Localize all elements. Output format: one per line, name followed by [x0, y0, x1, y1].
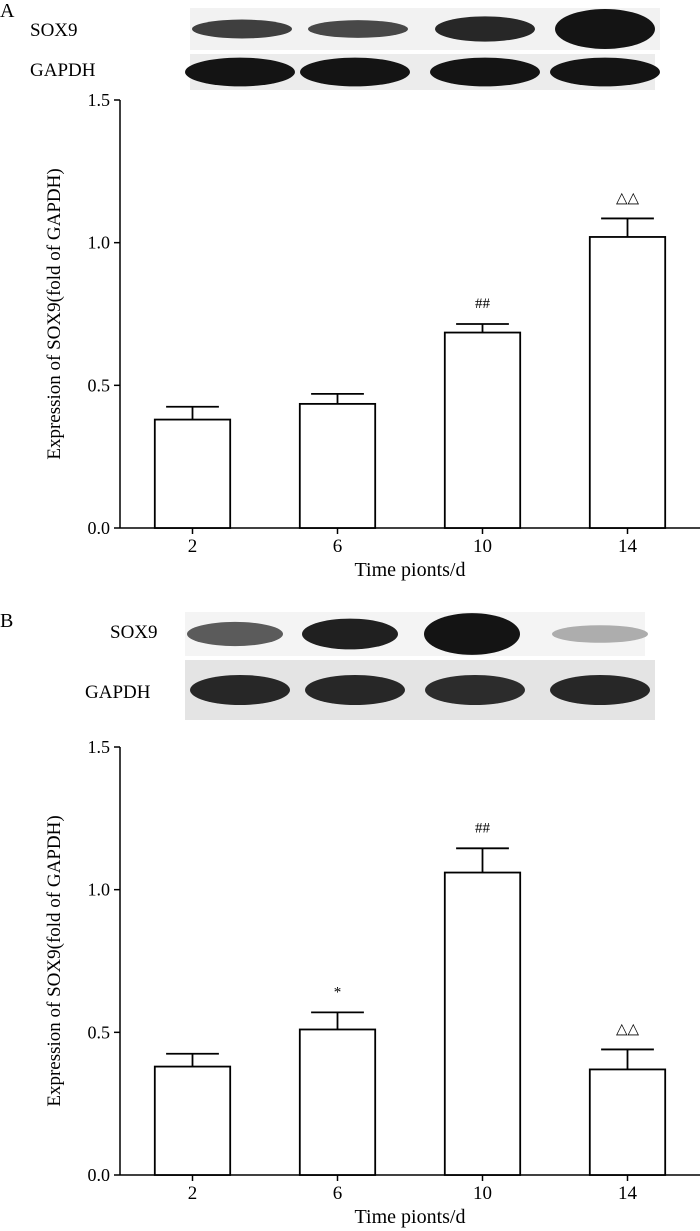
- y-tick-label: 0.5: [88, 1022, 111, 1042]
- x-axis-label: Time pionts/d: [355, 559, 466, 581]
- significance-marker: △△: [616, 1021, 640, 1037]
- blot-band: [308, 20, 408, 38]
- blot-band: [300, 57, 410, 87]
- y-tick-label: 0.0: [88, 518, 111, 538]
- panel-letter: B: [0, 610, 14, 632]
- significance-marker: △△: [616, 190, 640, 206]
- bar: [298, 402, 377, 529]
- bar: [153, 418, 232, 529]
- y-tick-label: 0.0: [88, 1165, 111, 1185]
- blot-band: [435, 16, 535, 42]
- blot-band: [192, 19, 292, 39]
- western-blot-image: [185, 8, 660, 90]
- x-tick-label: 14: [618, 536, 638, 557]
- significance-marker: ##: [475, 820, 491, 836]
- x-tick-label: 2: [188, 1183, 198, 1204]
- blot-band: [550, 57, 660, 87]
- significance-marker: ##: [475, 296, 491, 312]
- x-tick-label: 10: [473, 536, 492, 557]
- bar: [443, 331, 522, 529]
- blot-band: [305, 675, 405, 705]
- blot-band: [187, 621, 283, 647]
- x-tick-label: 6: [333, 1183, 343, 1204]
- blot-label-sox9: SOX9: [110, 622, 158, 643]
- bar-chart: 0.0 0.5 1.0 1.5 2 6 * 10 ## 14 △△ Time pionts/d Expr…: [44, 737, 700, 1228]
- blot-label-gapdh: GAPDH: [85, 682, 151, 703]
- x-axis-label: Time pionts/d: [355, 1206, 466, 1228]
- bar: [588, 236, 667, 529]
- blot-band: [552, 625, 648, 643]
- x-tick-label: 6: [333, 536, 343, 557]
- panel-a: A SOX9 GAPDH 0.0 0.5 1.0 1.5 2 6 10 ## 14 △△ Time …: [0, 0, 700, 590]
- x-tick-label: 14: [618, 1183, 638, 1204]
- blot-band: [555, 9, 655, 49]
- y-tick-label: 1.5: [88, 737, 111, 757]
- blot-band: [185, 57, 295, 87]
- y-tick-label: 1.0: [88, 880, 111, 900]
- blot-band: [430, 57, 540, 87]
- bar: [588, 1068, 667, 1176]
- blot-band: [190, 675, 290, 705]
- y-axis-label: Expression of SOX9(fold of GAPDH): [44, 168, 65, 459]
- y-tick-label: 0.5: [88, 375, 111, 395]
- western-blot-image: [185, 612, 655, 720]
- x-tick-label: 10: [473, 1183, 492, 1204]
- blot-label-gapdh: GAPDH: [30, 60, 96, 81]
- blot-band: [550, 675, 650, 705]
- blot-label-sox9: SOX9: [30, 20, 78, 41]
- bar: [443, 871, 522, 1176]
- significance-marker: *: [334, 984, 342, 1000]
- bar-chart: 0.0 0.5 1.0 1.5 2 6 10 ## 14 △△ Time pionts/d Expre…: [44, 90, 700, 581]
- bar: [298, 1028, 377, 1176]
- y-tick-label: 1.5: [88, 90, 111, 110]
- y-axis-label: Expression of SOX9(fold of GAPDH): [44, 815, 65, 1106]
- blot-band: [425, 675, 525, 705]
- y-tick-label: 1.0: [88, 233, 111, 253]
- panel-letter: A: [0, 0, 15, 22]
- blot-band: [302, 618, 398, 650]
- panel-b: B SOX9 GAPDH 0.0 0.5 1.0 1.5 2 6 * 10 ## 14 △△ Time…: [0, 610, 700, 1231]
- blot-band: [424, 613, 520, 655]
- x-tick-label: 2: [188, 536, 198, 557]
- bar: [153, 1065, 232, 1176]
